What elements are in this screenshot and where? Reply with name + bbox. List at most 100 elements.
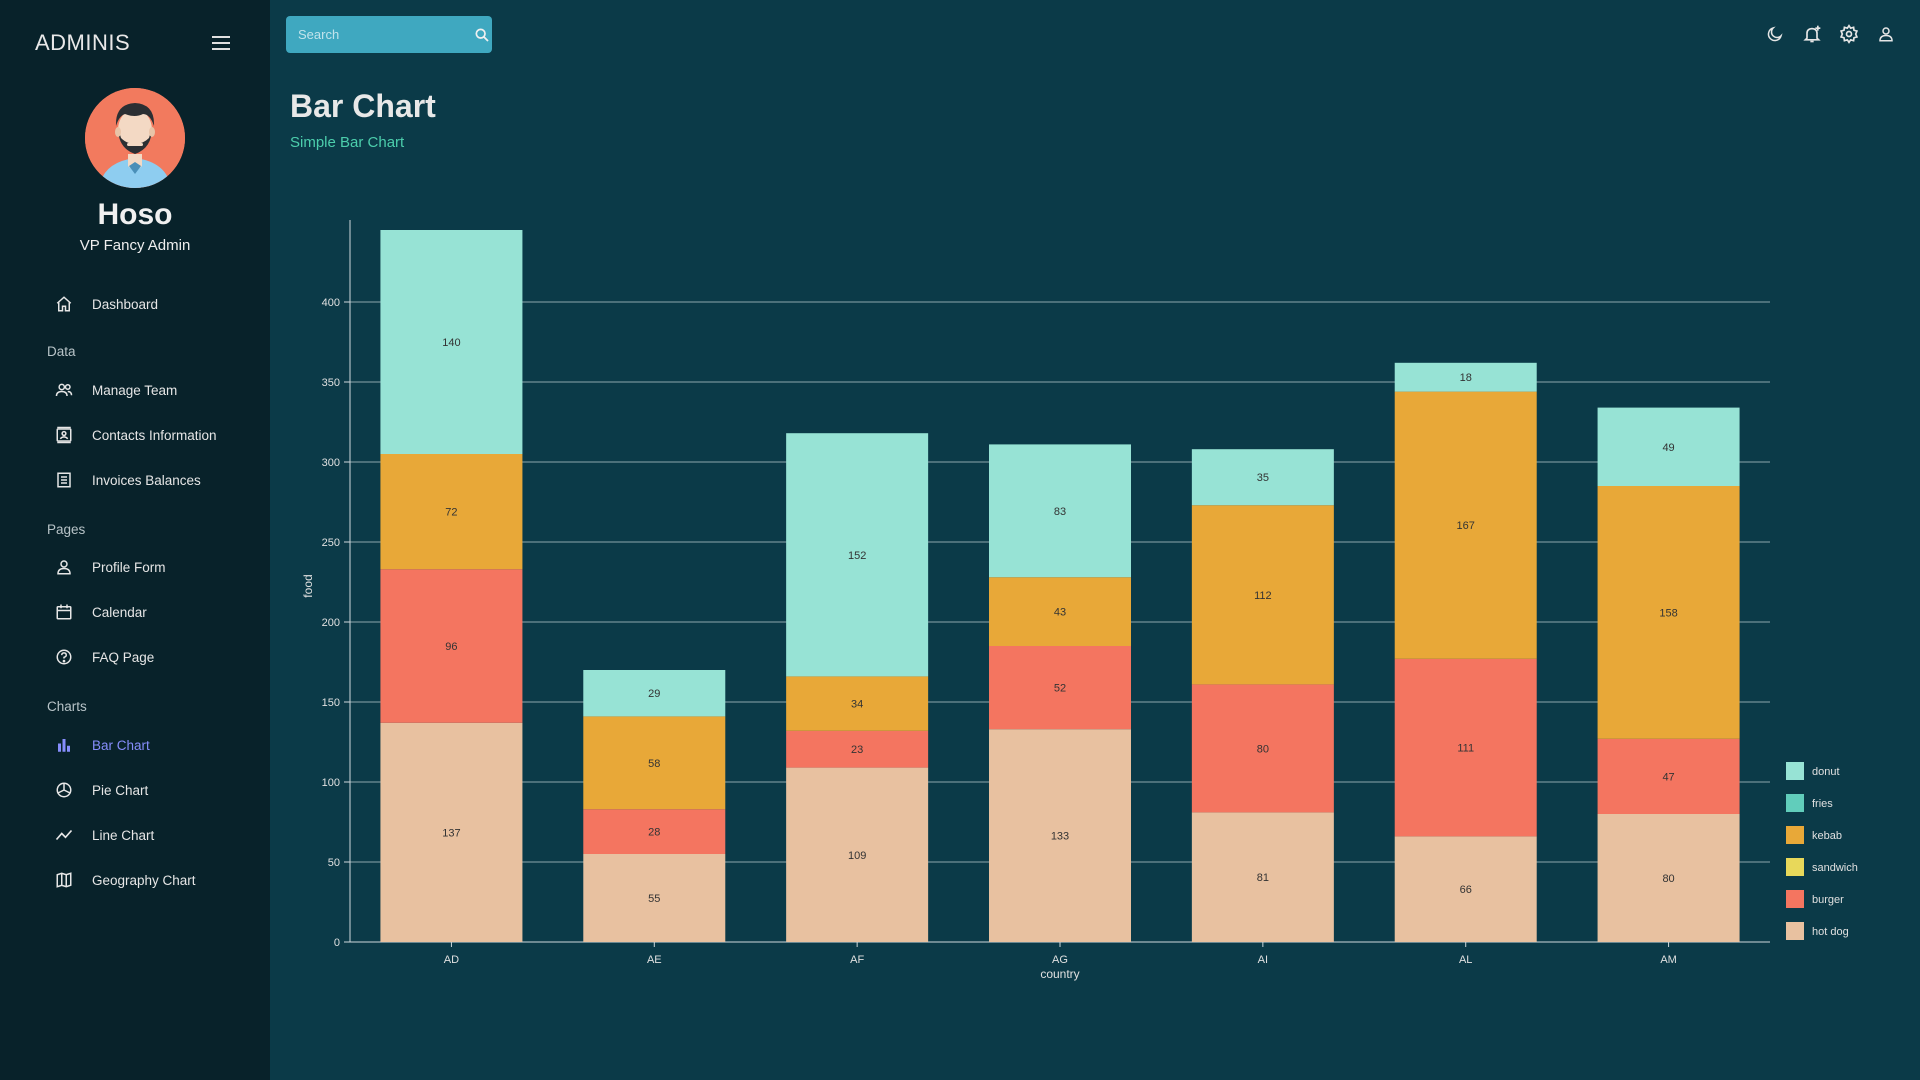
bar-segment[interactable]	[1597, 407, 1740, 486]
legend-label[interactable]: donut	[1812, 766, 1840, 778]
y-tick-label: 200	[322, 617, 340, 629]
bar-segment[interactable]	[1597, 486, 1740, 739]
brand-row: ADMINIS	[35, 28, 230, 58]
sidebar-item-invoices[interactable]: Invoices Balances	[52, 468, 201, 492]
search-input[interactable]	[298, 27, 474, 42]
legend-label[interactable]: kebab	[1812, 830, 1842, 842]
section-pages: Pages	[47, 522, 86, 537]
bar-value-label: 66	[1460, 884, 1472, 896]
avatar-illustration-icon	[85, 88, 185, 188]
bar-segment[interactable]	[786, 676, 929, 731]
bar-segment[interactable]	[786, 433, 929, 677]
bar-segment[interactable]	[1191, 812, 1334, 942]
bar-segment[interactable]	[583, 670, 726, 717]
user-role: VP Fancy Admin	[79, 237, 191, 254]
legend-swatch[interactable]	[1786, 858, 1804, 876]
bar-value-label: 18	[1460, 372, 1472, 384]
y-tick-label: 50	[328, 857, 340, 869]
bar-value-label: 80	[1257, 743, 1269, 755]
sidebar-item-profile[interactable]: Profile Form	[52, 555, 166, 579]
y-tick-label: 350	[322, 377, 340, 389]
bar-value-label: 109	[848, 850, 866, 862]
bar-value-label: 112	[1254, 590, 1272, 602]
bar-segment[interactable]	[1597, 814, 1740, 942]
bar-segment[interactable]	[1191, 684, 1334, 813]
bar-chart-icon	[52, 733, 76, 757]
legend-swatch[interactable]	[1786, 890, 1804, 908]
x-tick-label: AG	[1052, 954, 1068, 966]
x-tick-label: AD	[444, 954, 459, 966]
settings-icon[interactable]	[1837, 22, 1861, 46]
sidebar-item-contacts[interactable]: Contacts Information	[52, 423, 217, 447]
notifications-icon[interactable]	[1800, 22, 1824, 46]
bar-segment[interactable]	[583, 854, 726, 942]
menu-icon[interactable]	[212, 36, 230, 50]
section-charts: Charts	[47, 699, 87, 714]
y-tick-label: 150	[322, 697, 340, 709]
legend-swatch[interactable]	[1786, 762, 1804, 780]
bar-segment[interactable]	[380, 454, 523, 570]
bar-segment[interactable]	[786, 730, 929, 768]
y-tick-label: 100	[322, 777, 340, 789]
bar-segment[interactable]	[583, 809, 726, 854]
x-tick-label: AF	[850, 954, 864, 966]
bar-segment[interactable]	[1191, 449, 1334, 506]
legend-label[interactable]: hot dog	[1812, 926, 1849, 938]
sidebar-item-pie-chart[interactable]: Pie Chart	[52, 778, 148, 802]
legend-swatch[interactable]	[1786, 826, 1804, 844]
bar-segment[interactable]	[1394, 658, 1537, 837]
bar-segment[interactable]	[1191, 505, 1334, 685]
bar-value-label: 72	[445, 507, 457, 519]
sidebar-item-geography-chart[interactable]: Geography Chart	[52, 868, 196, 892]
bar-segment[interactable]	[380, 722, 523, 942]
bar-segment[interactable]	[380, 569, 523, 723]
sidebar-item-label: Bar Chart	[92, 737, 150, 753]
bar-segment[interactable]	[989, 444, 1131, 578]
help-icon	[52, 645, 76, 669]
sidebar-item-label: Pie Chart	[92, 782, 149, 798]
person-outline-icon	[52, 555, 76, 579]
bar-value-label: 55	[648, 893, 660, 905]
page-title: Bar Chart	[290, 88, 436, 124]
dark-mode-icon[interactable]	[1763, 22, 1787, 46]
legend-swatch[interactable]	[1786, 794, 1804, 812]
timeline-icon	[52, 823, 76, 847]
bar-segment[interactable]	[1597, 738, 1740, 814]
person-icon[interactable]	[1874, 22, 1898, 46]
bar-segment[interactable]	[1394, 362, 1537, 392]
sidebar-item-label: FAQ Page	[92, 649, 155, 665]
bar-segment[interactable]	[583, 716, 726, 810]
legend-label[interactable]: sandwich	[1812, 862, 1858, 874]
sidebar-item-dashboard[interactable]: Dashboard	[52, 292, 158, 316]
search-icon[interactable]	[474, 25, 490, 45]
bar-segment[interactable]	[786, 767, 929, 942]
bar-value-label: 47	[1662, 771, 1674, 783]
y-tick-label: 300	[322, 457, 340, 469]
x-tick-label: AE	[647, 954, 662, 966]
bar-value-label: 23	[851, 744, 863, 756]
sidebar: ADMINIS Hoso VP Fancy Admin Dashboard Da…	[0, 0, 270, 1080]
sidebar-item-manage-team[interactable]: Manage Team	[52, 378, 177, 402]
bar-segment[interactable]	[1394, 836, 1537, 942]
legend-label[interactable]: fries	[1812, 798, 1833, 810]
contacts-icon	[52, 423, 76, 447]
bar-value-label: 34	[851, 699, 863, 711]
user-name: Hoso	[97, 198, 173, 231]
sidebar-item-faq[interactable]: FAQ Page	[52, 645, 154, 669]
sidebar-item-label: Invoices Balances	[92, 472, 201, 488]
legend-label[interactable]: burger	[1812, 894, 1844, 906]
y-tick-label: 250	[322, 537, 340, 549]
bar-segment[interactable]	[989, 577, 1131, 646]
bar-segment[interactable]	[989, 646, 1131, 730]
legend-swatch[interactable]	[1786, 922, 1804, 940]
sidebar-item-line-chart[interactable]: Line Chart	[52, 823, 154, 847]
home-icon	[52, 292, 76, 316]
bar-segment[interactable]	[380, 230, 523, 454]
bar-segment[interactable]	[1394, 391, 1537, 659]
pie-chart-icon	[52, 778, 76, 802]
sidebar-item-bar-chart[interactable]: Bar Chart	[52, 733, 150, 757]
bar-value-label: 80	[1662, 873, 1674, 885]
bar-segment[interactable]	[989, 729, 1131, 942]
sidebar-item-calendar[interactable]: Calendar	[52, 600, 147, 624]
bar-chart: 0 50 100 150 200 250 300 350 400 137 96 72 140 AD 55 28…	[301, 220, 1858, 981]
